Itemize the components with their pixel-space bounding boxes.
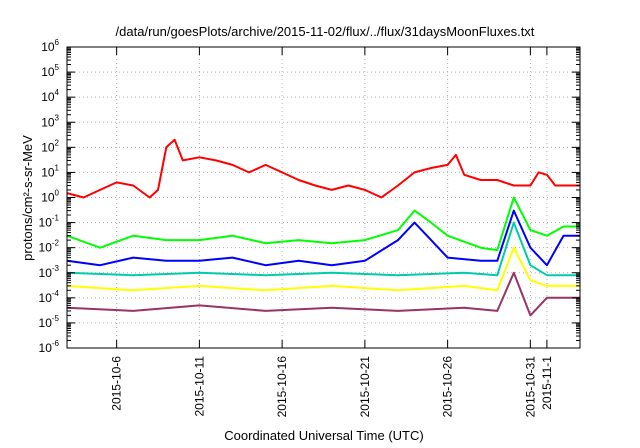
- x-axis-label: Coordinated Universal Time (UTC): [224, 428, 423, 443]
- y-axis-ticks: 106 105 104 103 102 101 100 10-1 10-2 10-3 10-4 10-…: [39, 38, 580, 355]
- y-tick-label: 106: [41, 38, 59, 54]
- y-tick-label: 10-3: [39, 264, 60, 280]
- y-tick-label: 103: [41, 113, 59, 129]
- series-line-6: [66, 271, 580, 317]
- y-tick-label: 10-4: [39, 289, 60, 305]
- series-line-5: [66, 246, 580, 292]
- x-axis-ticks: 2015-10-6 2015-10-11 2015-10-16 2015-10-21 2…: [110, 47, 554, 417]
- x-tick-label: 2015-10-21: [358, 356, 372, 418]
- x-tick-label: 2015-10-16: [275, 356, 289, 418]
- y-tick-label: 10-2: [39, 239, 60, 255]
- series-line-1: [66, 138, 580, 199]
- y-tick-label: 104: [41, 88, 59, 104]
- y-tick-label: 10-5: [39, 314, 60, 330]
- y-tick-label: 10-1: [39, 214, 60, 230]
- y-tick-label: 102: [41, 138, 59, 154]
- x-tick-label: 2015-10-26: [441, 356, 455, 418]
- y-tick-label: 10-6: [39, 339, 60, 355]
- series-line-2: [66, 196, 580, 252]
- y-tick-label: 101: [41, 163, 59, 179]
- y-tick-label: 100: [41, 189, 59, 205]
- series-line-3: [66, 221, 580, 277]
- grid-lines: [67, 47, 580, 348]
- series-layer: [66, 138, 580, 317]
- x-tick-label: 2015-11-1: [540, 356, 554, 410]
- x-tick-label: 2015-10-31: [523, 356, 537, 418]
- chart-title: /data/run/goesPlots/archive/2015-11-02/f…: [116, 24, 535, 39]
- y-axis-label: protons/cm²-s-sr-MeV: [20, 135, 35, 261]
- x-tick-label: 2015-10-6: [110, 356, 124, 411]
- x-tick-label: 2015-10-11: [192, 356, 206, 417]
- series-line-4: [66, 209, 580, 267]
- y-tick-label: 105: [41, 63, 59, 79]
